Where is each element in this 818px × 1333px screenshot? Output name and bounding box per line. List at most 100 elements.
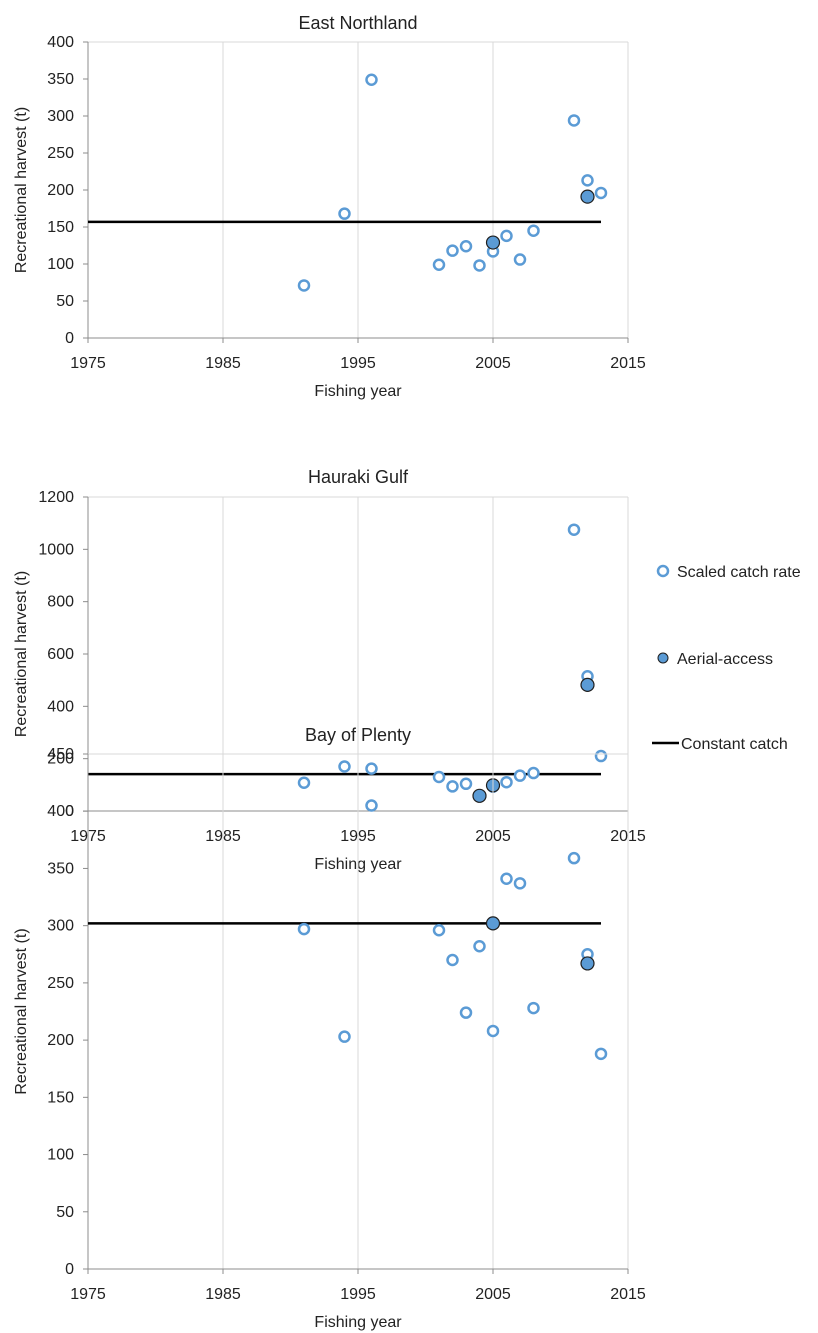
data-point-aerial-access [485,916,501,931]
x-tick-label: 2015 [610,355,646,372]
y-tick-label: 150 [47,219,74,236]
chart-title: Bay of Plenty [305,725,411,745]
data-point-scaled-catch-rate [297,922,311,936]
y-tick-label: 250 [47,975,74,992]
chart-panel-east-northland: East Northland 0 50 100 150 200 250 300 350 400 19… [13,13,646,400]
y-tick-label: 50 [56,293,74,310]
data-point-scaled-catch-rate [365,799,378,812]
x-tick-label: 1985 [205,1286,241,1303]
data-point-scaled-catch-rate [527,1001,540,1015]
y-tick-label: 200 [47,1032,74,1049]
y-tick-label: 100 [47,256,74,273]
y-tick-label: 200 [47,182,74,199]
data-point-scaled-catch-rate [594,186,608,200]
y-tick-label: 350 [47,71,74,88]
data-point-scaled-catch-rate [297,279,311,292]
y-tick-label: 1200 [38,489,74,506]
data-point-scaled-catch-rate [513,253,527,266]
legend-marker-aerial-access [657,652,669,664]
data-point-scaled-catch-rate [446,780,459,793]
y-tick-label: 150 [47,1089,74,1106]
data-point-scaled-catch-rate [338,760,351,773]
data-point-aerial-access [485,235,501,250]
x-tick-label: 1985 [205,355,241,372]
y-tick-label: 0 [65,1261,74,1278]
data-point-scaled-catch-rate [432,923,446,937]
y-tick-label: 400 [47,34,74,51]
x-tick-label: 2015 [610,1286,646,1303]
data-point-aerial-access [580,677,595,692]
y-tick-label: 450 [47,746,74,763]
data-point-scaled-catch-rate [581,174,594,187]
y-tick-label: 0 [65,330,74,347]
x-axis-label: Fishing year [314,1314,402,1331]
data-point-scaled-catch-rate [459,239,473,253]
data-point-scaled-catch-rate [594,1047,608,1061]
data-point-aerial-access [580,956,595,971]
x-tick-label: 1995 [340,355,376,372]
data-point-scaled-catch-rate [594,749,608,763]
y-tick-label: 400 [47,803,74,820]
x-tick-label: 2005 [475,1286,511,1303]
data-point-scaled-catch-rate [473,940,486,953]
data-point-scaled-catch-rate [513,877,527,890]
y-tick-label: 300 [47,918,74,935]
chart-title: East Northland [298,13,417,33]
data-point-scaled-catch-rate [500,229,513,243]
y-tick-label: 50 [56,1204,74,1221]
legend: Scaled catch rate Aerial-access Constant… [652,564,801,753]
x-axis-label: Fishing year [314,383,402,400]
data-point-scaled-catch-rate [567,523,581,536]
y-tick-label: 350 [47,860,74,877]
x-tick-label: 1995 [340,1286,376,1303]
y-tick-label: 100 [47,1147,74,1164]
data-point-aerial-access [472,788,487,803]
data-point-scaled-catch-rate [473,259,486,272]
y-tick-label: 600 [47,646,74,663]
data-point-scaled-catch-rate [446,244,459,257]
y-tick-label: 0 [65,803,74,820]
y-axis-label: Recreational harvest (t) [13,571,30,737]
data-point-scaled-catch-rate [567,114,581,127]
x-tick-label: 1975 [70,355,106,372]
data-point-scaled-catch-rate [459,1006,473,1019]
y-tick-label: 300 [47,108,74,125]
data-point-scaled-catch-rate [338,207,351,220]
data-point-scaled-catch-rate [297,776,311,789]
data-point-scaled-catch-rate [527,766,540,780]
legend-label-scaled-catch-rate: Scaled catch rate [677,564,801,581]
legend-marker-scaled-catch-rate [656,564,670,578]
legend-label-constant-catch: Constant catch [681,736,788,753]
x-tick-label: 2005 [475,355,511,372]
data-point-scaled-catch-rate [365,762,378,775]
chart-panel-bay-of-plenty: Bay of Plenty 0 50 100 150 200 250 300 350 400 450… [13,725,646,1331]
y-tick-label: 1000 [38,541,74,558]
data-point-scaled-catch-rate [527,224,540,237]
data-point-aerial-access [580,189,595,204]
legend-item-constant-catch: Constant catch [652,736,788,753]
y-axis-label: Recreational harvest (t) [13,928,30,1094]
y-axis-label: Recreational harvest (t) [13,107,30,273]
legend-label-aerial-access: Aerial-access [677,651,773,668]
data-point-scaled-catch-rate [486,1024,500,1038]
y-tick-label: 250 [47,145,74,162]
data-point-scaled-catch-rate [513,769,527,782]
data-point-scaled-catch-rate [500,775,513,789]
y-tick-label: 800 [47,594,74,611]
data-point-scaled-catch-rate [567,851,581,865]
y-tick-label: 400 [47,698,74,715]
data-point-scaled-catch-rate [459,777,473,791]
data-point-scaled-catch-rate [338,1030,351,1043]
y-tick-label: 200 [47,751,74,768]
x-tick-label: 1975 [70,1286,106,1303]
data-point-scaled-catch-rate [432,258,446,271]
legend-item-aerial-access: Aerial-access [657,651,773,668]
legend-item-scaled-catch-rate: Scaled catch rate [656,564,801,581]
data-point-scaled-catch-rate [432,770,446,784]
data-point-scaled-catch-rate [446,953,459,967]
data-point-scaled-catch-rate [500,872,513,885]
data-point-scaled-catch-rate [365,73,378,86]
chart-title: Hauraki Gulf [308,467,409,487]
